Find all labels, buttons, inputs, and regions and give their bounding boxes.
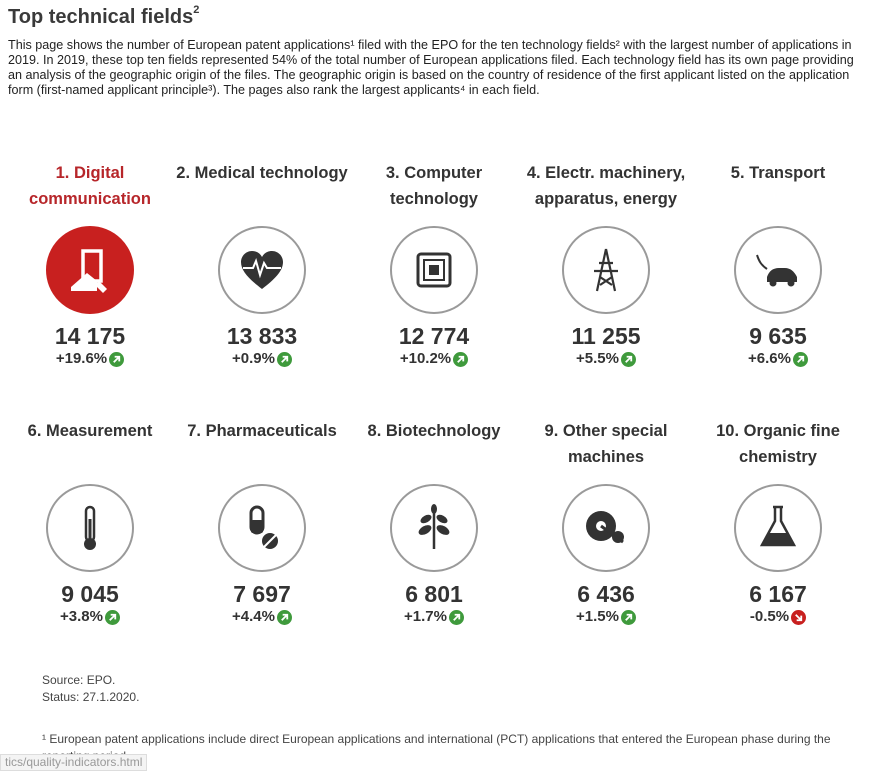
field-label[interactable]: 7. Pharmaceuticals: [187, 422, 337, 440]
field-label[interactable]: 8. Biotechnology: [367, 422, 501, 440]
footnote: ¹ European patent applications include d…: [42, 732, 831, 763]
chip-icon[interactable]: [390, 226, 478, 314]
flask-icon[interactable]: [734, 484, 822, 572]
arrow-up-icon: [276, 351, 292, 367]
change-value: +1.7%: [404, 608, 447, 625]
field-label[interactable]: 10. Organic fine chemistry: [716, 422, 840, 466]
field-change: +1.5%: [520, 608, 692, 626]
arrow-up-icon: [104, 609, 120, 625]
field-card[interactable]: 7. Pharmaceuticals 7 697 +4.4%: [176, 418, 348, 626]
field-card[interactable]: 6. Measurement 9 045 +3.8%: [4, 418, 176, 626]
change-value: +1.5%: [576, 608, 619, 625]
field-card[interactable]: 4. Electr. machinery, apparatus, energy 1…: [520, 160, 692, 368]
field-count: 9 045: [61, 581, 119, 607]
arrow-up-icon: [453, 351, 469, 367]
arrow-up-icon: [792, 351, 808, 367]
field-label[interactable]: 2. Medical technology: [176, 164, 348, 182]
status-bar-url: tics/quality-indicators.html: [0, 754, 148, 771]
change-value: +6.6%: [748, 350, 791, 367]
field-card[interactable]: 1. Digital communication 14 175 +19.6%: [4, 160, 176, 368]
field-card[interactable]: 8. Biotechnology 6 801 +1.7%: [348, 418, 520, 626]
field-card[interactable]: 10. Organic fine chemistry 6 167 -0.5%: [692, 418, 864, 626]
field-change: +1.7%: [348, 608, 520, 626]
change-value: -0.5%: [749, 608, 790, 625]
field-label[interactable]: 4. Electr. machinery, apparatus, energy: [526, 164, 686, 208]
field-label[interactable]: 6. Measurement: [27, 422, 153, 440]
field-card[interactable]: 9. Other special machines 6 436 +1.5%: [520, 418, 692, 626]
source-line: Source: EPO.: [42, 673, 116, 687]
power-pylon-icon[interactable]: [562, 226, 650, 314]
field-count: 14 175: [54, 323, 126, 349]
arrow-up-icon: [620, 609, 636, 625]
field-count: 6 436: [577, 581, 635, 607]
arrow-up-icon: [448, 609, 464, 625]
arrow-down-icon: [791, 609, 807, 625]
change-value: +0.9%: [232, 350, 275, 367]
thermometer-icon[interactable]: [46, 484, 134, 572]
arrow-up-icon: [109, 351, 125, 367]
intro-text: This page shows the number of European p…: [8, 38, 854, 97]
field-change: -0.5%: [692, 608, 864, 626]
status-line: Status: 27.1.2020.: [42, 690, 140, 704]
change-value: +3.8%: [60, 608, 103, 625]
field-card[interactable]: 2. Medical technology 13 833 +0.9%: [176, 160, 348, 368]
field-change: +19.6%: [4, 350, 176, 368]
change-value: +10.2%: [399, 350, 452, 367]
field-change: +4.4%: [176, 608, 348, 626]
field-count: 6 801: [405, 581, 463, 607]
field-card[interactable]: 5. Transport 9 635 +6.6%: [692, 160, 864, 368]
plant-icon[interactable]: [390, 484, 478, 572]
field-label[interactable]: 9. Other special machines: [544, 422, 668, 466]
field-change: +6.6%: [692, 350, 864, 368]
field-label[interactable]: 1. Digital communication: [29, 164, 151, 208]
arrow-up-icon: [620, 351, 636, 367]
field-change: +0.9%: [176, 350, 348, 368]
change-value: +4.4%: [232, 608, 275, 625]
field-change: +5.5%: [520, 350, 692, 368]
machine-icon[interactable]: [562, 484, 650, 572]
electric-car-icon[interactable]: [734, 226, 822, 314]
field-count: 9 635: [749, 323, 807, 349]
page-title: Top technical fields2: [8, 4, 200, 28]
field-change: +10.2%: [348, 350, 520, 368]
field-change: +3.8%: [4, 608, 176, 626]
pills-icon[interactable]: [218, 484, 306, 572]
source-note: Source: EPO. Status: 27.1.2020.: [42, 672, 139, 706]
arrow-up-icon: [276, 609, 292, 625]
field-card[interactable]: 3. Computer technology 12 774 +10.2%: [348, 160, 520, 368]
heart-pulse-icon[interactable]: [218, 226, 306, 314]
change-value: +19.6%: [55, 350, 108, 367]
field-label[interactable]: 5. Transport: [730, 164, 826, 182]
change-value: +5.5%: [576, 350, 619, 367]
field-count: 12 774: [398, 323, 470, 349]
field-count: 7 697: [233, 581, 291, 607]
field-label[interactable]: 3. Computer technology: [385, 164, 483, 208]
field-count: 6 167: [749, 581, 807, 607]
field-count: 13 833: [226, 323, 298, 349]
digital-communication-icon[interactable]: [46, 226, 134, 314]
field-count: 11 255: [571, 323, 641, 349]
